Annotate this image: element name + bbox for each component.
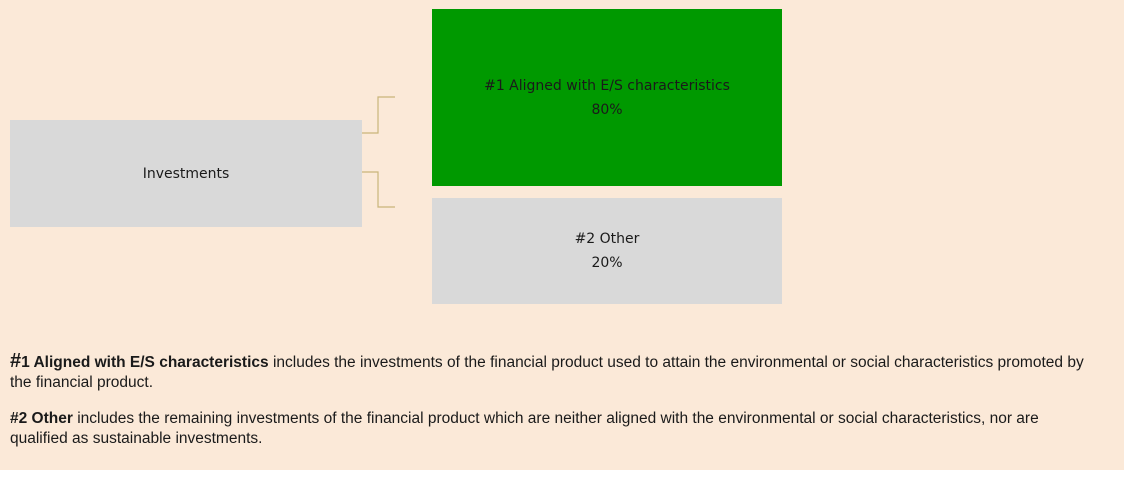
node-label: Investments bbox=[142, 165, 230, 182]
connector bbox=[362, 171, 395, 208]
note-term: #1 Aligned with E/S characteristics bbox=[10, 350, 269, 372]
note-text: includes the remaining investments of th… bbox=[10, 410, 1039, 447]
node-share: 20% bbox=[591, 255, 623, 271]
connectors bbox=[362, 96, 395, 208]
note: #1 Aligned with E/S characteristics incl… bbox=[10, 351, 1090, 393]
node-label: #1 Aligned with E/S characteristics bbox=[484, 77, 730, 94]
node-share: 80% bbox=[591, 101, 623, 118]
connector bbox=[362, 96, 395, 134]
other-box: #2 Other 20% bbox=[432, 198, 782, 304]
hash: # bbox=[10, 350, 22, 372]
note-text: includes the investments of the financia… bbox=[10, 354, 1084, 391]
node-label: #2 Other bbox=[574, 231, 640, 247]
note: #2 Other includes the remaining investme… bbox=[10, 409, 1090, 449]
note-term: #2 Other bbox=[10, 410, 73, 427]
aligned-box: #1 Aligned with E/S characteristics 80% bbox=[432, 9, 782, 186]
investments-box: Investments bbox=[10, 120, 362, 227]
